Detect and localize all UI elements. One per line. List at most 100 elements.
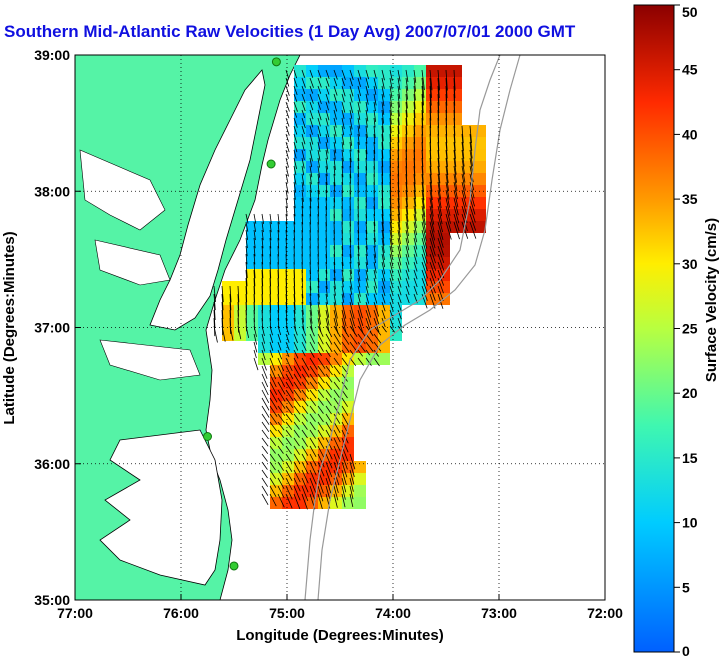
velocity-arrow xyxy=(389,285,394,296)
x-axis-label: Longitude (Degrees:Minutes) xyxy=(236,627,444,644)
velocity-arrow xyxy=(341,157,344,169)
velocity-arrow xyxy=(349,285,353,295)
velocity-cell xyxy=(318,425,330,437)
velocity-arrow xyxy=(397,285,402,296)
velocity-arrow xyxy=(261,437,269,447)
velocity-arrow xyxy=(397,229,401,245)
velocity-arrow xyxy=(317,349,322,356)
velocity-arrow xyxy=(325,461,333,478)
velocity-arrow xyxy=(357,261,360,272)
velocity-cell xyxy=(378,161,390,173)
velocity-arrow xyxy=(229,325,234,341)
velocity-arrow xyxy=(317,125,322,137)
velocity-arrow xyxy=(373,341,382,352)
velocity-cell xyxy=(354,173,366,185)
velocity-arrow xyxy=(293,397,301,408)
x-tick-label: 74:00 xyxy=(375,605,411,621)
velocity-cell xyxy=(438,113,450,125)
velocity-arrow xyxy=(341,381,348,390)
velocity-arrow xyxy=(349,469,355,485)
velocity-arrow xyxy=(325,301,330,318)
velocity-arrow xyxy=(237,317,239,333)
velocity-cell xyxy=(366,161,378,173)
velocity-cell xyxy=(378,101,390,113)
velocity-arrow xyxy=(445,141,448,159)
velocity-arrow xyxy=(349,165,352,179)
velocity-cell xyxy=(318,293,330,305)
velocity-arrow xyxy=(373,205,375,217)
velocity-arrow xyxy=(261,213,265,224)
velocity-arrow xyxy=(277,477,285,490)
velocity-cell xyxy=(414,149,426,161)
velocity-arrow xyxy=(341,277,344,288)
velocity-arrow xyxy=(341,357,349,367)
velocity-arrow xyxy=(469,133,473,151)
velocity-arrow xyxy=(325,397,332,406)
velocity-arrow xyxy=(325,365,333,376)
velocity-arrow xyxy=(301,421,308,430)
velocity-cell xyxy=(330,377,342,389)
velocity-arrow xyxy=(333,301,338,319)
velocity-arrow xyxy=(309,189,312,202)
velocity-arrow xyxy=(285,117,290,127)
velocity-cell xyxy=(270,461,282,473)
velocity-arrow xyxy=(293,85,298,96)
velocity-arrow xyxy=(365,277,369,288)
velocity-arrow xyxy=(325,373,333,383)
velocity-arrow xyxy=(317,333,324,345)
velocity-arrow xyxy=(293,109,298,118)
velocity-arrow xyxy=(269,453,276,462)
velocity-arrow xyxy=(389,261,394,274)
velocity-cell xyxy=(378,221,390,233)
velocity-cell xyxy=(222,281,234,293)
velocity-cell xyxy=(294,269,306,281)
velocity-arrow xyxy=(317,85,322,94)
velocity-arrow xyxy=(285,333,290,343)
velocity-arrow xyxy=(309,285,312,296)
velocity-arrow xyxy=(413,181,416,200)
velocity-arrow xyxy=(253,245,256,257)
velocity-arrow xyxy=(357,125,360,137)
velocity-arrow xyxy=(373,69,377,79)
velocity-arrow xyxy=(309,117,314,128)
velocity-cell xyxy=(354,329,366,341)
velocity-arrow xyxy=(317,325,324,337)
velocity-arrow xyxy=(309,301,313,316)
velocity-cell xyxy=(318,497,330,509)
velocity-arrow xyxy=(237,325,242,340)
colorbar-tick-label: 35 xyxy=(682,191,698,207)
velocity-arrow xyxy=(293,485,301,501)
velocity-arrow xyxy=(357,109,361,120)
velocity-arrow xyxy=(301,221,303,233)
velocity-arrow xyxy=(317,365,326,377)
velocity-cell xyxy=(402,113,414,125)
velocity-arrow xyxy=(293,381,302,393)
velocity-arrow xyxy=(301,117,306,129)
velocity-arrow xyxy=(333,133,337,144)
velocity-arrow xyxy=(269,237,272,249)
velocity-arrow xyxy=(333,373,341,382)
station-marker xyxy=(203,432,212,441)
velocity-arrow xyxy=(341,117,345,130)
velocity-arrow xyxy=(253,341,258,353)
velocity-cell xyxy=(330,329,342,341)
velocity-cell xyxy=(306,449,318,461)
velocity-arrow xyxy=(349,101,354,113)
velocity-arrow xyxy=(325,133,329,143)
velocity-arrow xyxy=(301,277,303,288)
velocity-arrow xyxy=(325,341,333,353)
velocity-arrow xyxy=(333,389,340,398)
velocity-arrow xyxy=(277,405,286,417)
velocity-arrow xyxy=(381,77,385,89)
velocity-cell xyxy=(354,269,366,281)
velocity-arrow xyxy=(349,277,353,290)
velocity-arrow xyxy=(357,165,359,177)
velocity-cell xyxy=(306,413,318,425)
velocity-vectors xyxy=(213,69,477,510)
velocity-cell xyxy=(390,173,402,185)
velocity-arrow xyxy=(309,141,313,151)
x-tick-label: 77:00 xyxy=(57,605,93,621)
velocity-arrow xyxy=(453,213,460,232)
velocity-arrow xyxy=(357,253,360,266)
velocity-arrow xyxy=(357,85,362,97)
